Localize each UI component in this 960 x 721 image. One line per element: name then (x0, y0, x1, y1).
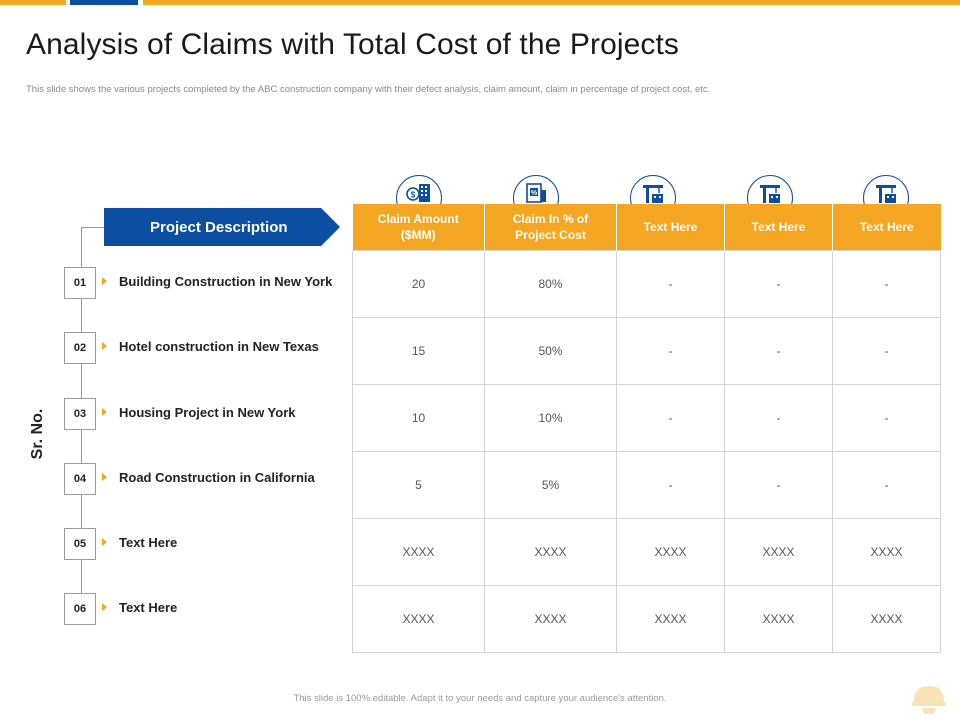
table-cell: - (616, 384, 725, 452)
row-number: 01 (64, 267, 96, 299)
table-row: XXXX XXXX XXXX XXXX XXXX (352, 518, 941, 586)
table-cell: - (724, 451, 833, 519)
page-title: Analysis of Claims with Total Cost of th… (26, 28, 680, 61)
table-row: 10 10% - - - (352, 384, 941, 452)
table-cell: 80% (484, 250, 617, 318)
table-cell: XXXX (616, 585, 725, 653)
project-description: Building Construction in New York (119, 273, 333, 289)
row-number: 04 (64, 463, 96, 495)
table-cell: 50% (484, 317, 617, 385)
project-description: Text Here (119, 534, 178, 550)
list-item: 06 Text Here (64, 592, 177, 626)
arrow-icon (102, 473, 107, 481)
svg-text:$: $ (411, 191, 416, 200)
table-cell: XXXX (832, 585, 941, 653)
row-number: 05 (64, 528, 96, 560)
table-cell: - (832, 451, 941, 519)
hard-hat-logo-icon (910, 678, 948, 716)
column-header: Claim In % of Project Cost (484, 204, 617, 251)
table-cell: XXXX (724, 585, 833, 653)
column-header: Text Here (832, 204, 941, 251)
sr-no-label: Sr. No. (29, 408, 46, 460)
arrow-icon (102, 277, 107, 285)
project-description-label: Project Description (150, 218, 288, 236)
table-cell: XXXX (352, 585, 485, 653)
list-item: 04 Road Construction in California (64, 462, 315, 496)
table-cell: XXXX (616, 518, 725, 586)
table-cell: 10 (352, 384, 485, 452)
page-subtitle: This slide shows the various projects co… (26, 84, 711, 95)
row-number: 03 (64, 398, 96, 430)
column-header: Claim Amount ($MM) (352, 204, 485, 251)
table-cell: XXXX (724, 518, 833, 586)
project-description: Housing Project in New York (119, 404, 296, 420)
table-cell: 15 (352, 317, 485, 385)
table-cell: - (724, 384, 833, 452)
list-item: 01 Building Construction in New York (64, 266, 332, 300)
list-item: 05 Text Here (64, 527, 177, 561)
table-cell: - (724, 250, 833, 318)
table-cell: - (832, 317, 941, 385)
arrow-icon (102, 603, 107, 611)
table-cell: 10% (484, 384, 617, 452)
table-cell: - (832, 384, 941, 452)
table-header-row: Claim Amount ($MM) Claim In % of Project… (352, 204, 941, 251)
claims-table: Claim Amount ($MM) Claim In % of Project… (352, 204, 941, 653)
list-item: 02 Hotel construction in New Texas (64, 331, 319, 365)
column-header: Text Here (724, 204, 833, 251)
table-cell: 5 (352, 451, 485, 519)
project-description: Text Here (119, 599, 178, 615)
row-number: 02 (64, 332, 96, 364)
arrow-icon (102, 538, 107, 546)
table-cell: XXXX (484, 518, 617, 586)
table-cell: 5% (484, 451, 617, 519)
project-description: Road Construction in California (119, 469, 315, 485)
timeline-connector (81, 227, 105, 228)
table-cell: - (616, 451, 725, 519)
footer-note: This slide is 100% editable. Adapt it to… (293, 693, 667, 704)
top-accent-bar (0, 0, 66, 5)
table-cell: XXXX (832, 518, 941, 586)
table-row: XXXX XXXX XXXX XXXX XXXX (352, 585, 941, 653)
project-description: Hotel construction in New Texas (119, 338, 319, 354)
top-accent-bar-long (143, 0, 960, 5)
top-brand-bar (70, 0, 138, 5)
table-row: 20 80% - - - (352, 250, 941, 318)
table-row: 15 50% - - - (352, 317, 941, 385)
table-row: 5 5% - - - (352, 451, 941, 519)
table-cell: 20 (352, 250, 485, 318)
table-cell: - (724, 317, 833, 385)
svg-text:%: % (531, 190, 538, 197)
project-description-header: Project Description (104, 208, 340, 246)
table-cell: - (616, 317, 725, 385)
column-header: Text Here (616, 204, 725, 251)
arrow-icon (102, 342, 107, 350)
list-item: 03 Housing Project in New York (64, 397, 296, 431)
table-cell: XXXX (484, 585, 617, 653)
row-number: 06 (64, 593, 96, 625)
table-cell: XXXX (352, 518, 485, 586)
table-cell: - (832, 250, 941, 318)
table-cell: - (616, 250, 725, 318)
arrow-icon (102, 408, 107, 416)
